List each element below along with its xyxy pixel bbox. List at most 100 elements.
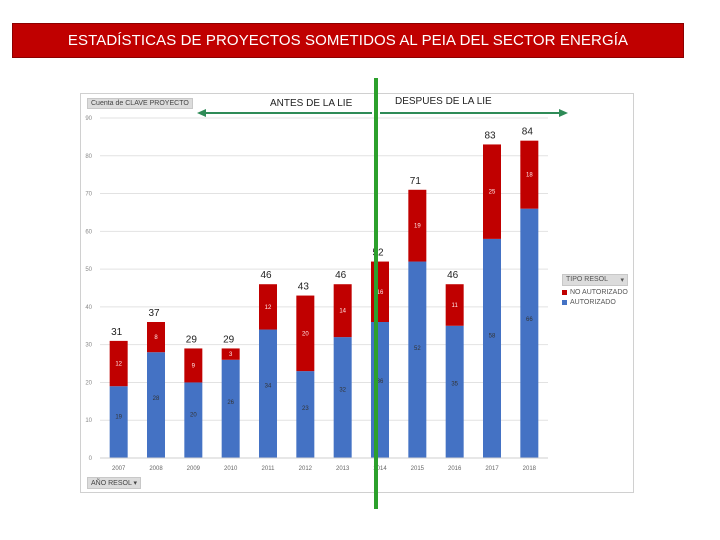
data-label-no-autorizado: 12 <box>115 362 122 368</box>
bar-no-autorizado <box>109 340 128 387</box>
bar-no-autorizado <box>259 284 277 330</box>
data-label-autorizado: 66 <box>526 317 533 323</box>
legend-swatch-autorizado <box>562 300 567 305</box>
bar-no-autorizado <box>184 348 203 383</box>
y-axis: 0 10 20 30 40 50 60 70 80 90 <box>85 116 92 462</box>
y-tick-label: 60 <box>85 229 92 235</box>
x-tick-label: 2014 <box>373 466 387 472</box>
bar-autorizado <box>109 386 128 458</box>
data-label-no-autorizado: 25 <box>489 190 496 196</box>
legend-swatch-no-autorizado <box>562 290 567 295</box>
legend-field-label: TIPO RESOL <box>566 276 609 283</box>
bar-no-autorizado <box>445 284 464 326</box>
total-label: 43 <box>298 282 310 293</box>
total-label: 46 <box>260 270 272 281</box>
data-label-no-autorizado: 16 <box>377 290 384 296</box>
page-title-banner: ESTADÍSTICAS DE PROYECTOS SOMETIDOS AL P… <box>12 23 684 58</box>
total-label: 31 <box>111 327 123 338</box>
chevron-down-icon[interactable]: ▾ <box>133 480 138 487</box>
bar-no-autorizado <box>221 348 240 360</box>
data-label-no-autorizado: 12 <box>265 305 272 311</box>
y-tick-label: 0 <box>89 456 93 462</box>
x-tick-label: 2018 <box>523 466 537 472</box>
y-tick-label: 40 <box>85 305 92 311</box>
bar-no-autorizado <box>520 140 539 209</box>
total-label: 84 <box>522 127 534 138</box>
bar-autorizado <box>259 329 277 458</box>
bar-autorizado <box>445 325 464 458</box>
bar-autorizado <box>408 261 427 458</box>
bar-autorizado <box>520 208 539 458</box>
bars: 19 12 31 28 8 37 20 9 29 26 3 29 34 12 46 23 20 43 32 14 46 3… <box>109 127 539 458</box>
x-tick-label: 2012 <box>299 466 313 472</box>
data-label-autorizado: 52 <box>414 346 421 352</box>
data-label-autorizado: 19 <box>115 415 122 421</box>
x-tick-label: 2010 <box>224 466 238 472</box>
data-label-autorizado: 36 <box>377 379 384 385</box>
axis-field-label: AÑO RESOL <box>91 480 132 487</box>
chevron-down-icon[interactable]: ▾ <box>620 277 624 284</box>
bar-no-autorizado <box>147 322 165 353</box>
x-tick-label: 2015 <box>411 466 425 472</box>
data-label-no-autorizado: 9 <box>192 363 196 369</box>
y-tick-label: 70 <box>85 192 92 198</box>
data-label-autorizado: 26 <box>227 400 234 406</box>
legend-field-button[interactable]: TIPO RESOL ▾ <box>562 274 628 286</box>
value-field-label: Cuenta de CLAVE PROYECTO <box>91 100 189 107</box>
data-label-no-autorizado: 3 <box>229 352 233 358</box>
bar-autorizado <box>221 359 240 458</box>
x-tick-label: 2009 <box>187 466 201 472</box>
legend-item-no-autorizado: NO AUTORIZADO <box>562 289 628 296</box>
data-label-no-autorizado: 11 <box>452 303 459 309</box>
x-axis: 2007 2008 2009 2010 2011 2012 2013 2014 2015 2016… <box>100 457 548 472</box>
bar-no-autorizado <box>333 284 352 338</box>
total-label: 71 <box>410 176 422 187</box>
total-label: 83 <box>484 130 496 141</box>
before-arrow-head <box>197 109 206 117</box>
data-label-autorizado: 23 <box>302 406 309 412</box>
legend: TIPO RESOL ▾ NO AUTORIZADO AUTORIZADO <box>562 274 628 306</box>
value-field-button[interactable]: Cuenta de CLAVE PROYECTO <box>87 98 193 109</box>
data-label-autorizado: 35 <box>451 381 458 387</box>
after-lie-label: DESPUES DE LA LIE <box>395 96 492 107</box>
data-label-no-autorizado: 8 <box>154 335 158 341</box>
bar-no-autorizado <box>408 189 427 262</box>
bar-autorizado <box>296 371 315 458</box>
page-title: ESTADÍSTICAS DE PROYECTOS SOMETIDOS AL P… <box>67 32 629 49</box>
bar-no-autorizado <box>483 144 501 239</box>
legend-label-no-autorizado: NO AUTORIZADO <box>570 289 628 296</box>
bar-autorizado <box>333 337 352 458</box>
y-tick-label: 10 <box>85 418 92 424</box>
after-arrow-head <box>559 109 568 117</box>
total-label: 29 <box>186 334 198 345</box>
total-label: 46 <box>447 270 459 281</box>
legend-label-autorizado: AUTORIZADO <box>570 299 616 306</box>
total-label: 52 <box>372 248 384 259</box>
bar-no-autorizado <box>296 295 315 372</box>
data-label-autorizado: 28 <box>153 396 160 402</box>
x-tick-label: 2008 <box>149 466 163 472</box>
data-label-autorizado: 20 <box>190 412 197 418</box>
y-tick-label: 50 <box>85 267 92 273</box>
bar-autorizado <box>184 382 203 458</box>
bar-autorizado <box>147 352 165 458</box>
x-tick-label: 2011 <box>262 466 276 472</box>
total-label: 29 <box>223 334 235 345</box>
y-tick-label: 30 <box>85 343 92 349</box>
data-label-autorizado: 58 <box>489 333 496 339</box>
data-label-no-autorizado: 14 <box>339 309 346 315</box>
gridlines <box>100 117 548 459</box>
total-label: 46 <box>335 270 347 281</box>
y-tick-label: 20 <box>85 380 92 386</box>
x-tick-label: 2017 <box>485 466 499 472</box>
x-tick-label: 2016 <box>448 466 462 472</box>
lie-overlay <box>197 78 568 509</box>
data-label-autorizado: 32 <box>339 388 346 394</box>
axis-field-button[interactable]: AÑO RESOL ▾ <box>87 477 142 489</box>
total-label: 37 <box>148 308 160 319</box>
bar-autorizado <box>483 238 501 458</box>
before-lie-label: ANTES DE LA LIE <box>270 98 353 109</box>
bar-autorizado <box>371 322 389 458</box>
y-tick-label: 80 <box>85 154 92 160</box>
